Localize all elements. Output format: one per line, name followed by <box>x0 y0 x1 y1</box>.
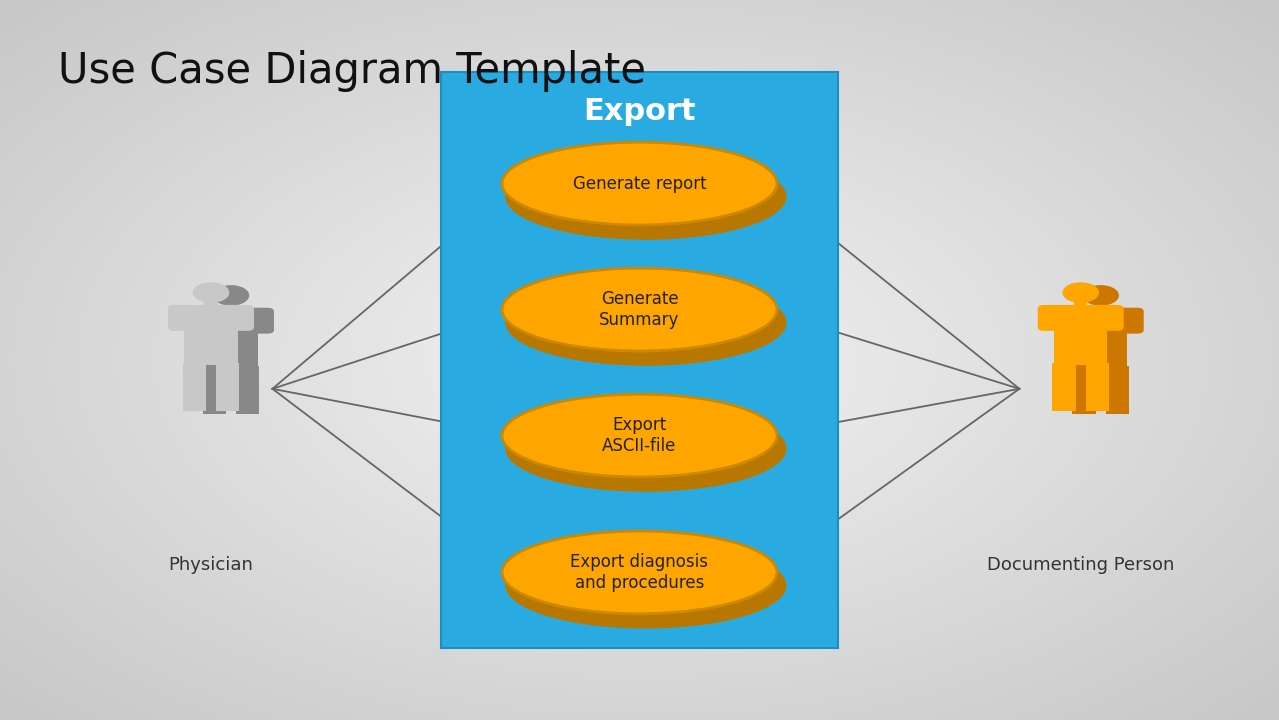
Ellipse shape <box>505 542 787 629</box>
FancyBboxPatch shape <box>1086 363 1109 412</box>
FancyBboxPatch shape <box>1037 305 1124 331</box>
FancyBboxPatch shape <box>1074 328 1127 367</box>
Ellipse shape <box>505 153 787 240</box>
Ellipse shape <box>505 405 787 492</box>
FancyBboxPatch shape <box>188 307 274 333</box>
Ellipse shape <box>501 531 778 613</box>
Text: Use Case Diagram Template: Use Case Diagram Template <box>58 50 646 92</box>
Ellipse shape <box>501 269 778 351</box>
FancyBboxPatch shape <box>202 366 226 414</box>
Text: Generate
Summary: Generate Summary <box>600 290 679 329</box>
FancyBboxPatch shape <box>1074 292 1087 311</box>
FancyBboxPatch shape <box>1094 295 1108 314</box>
FancyBboxPatch shape <box>441 72 838 648</box>
FancyBboxPatch shape <box>1054 325 1108 364</box>
FancyBboxPatch shape <box>235 366 260 414</box>
Ellipse shape <box>1063 282 1099 303</box>
FancyBboxPatch shape <box>183 363 206 412</box>
FancyBboxPatch shape <box>168 305 255 331</box>
Ellipse shape <box>1082 285 1119 306</box>
FancyBboxPatch shape <box>1072 366 1096 414</box>
Ellipse shape <box>505 279 787 366</box>
FancyBboxPatch shape <box>1058 307 1143 333</box>
FancyBboxPatch shape <box>205 292 217 311</box>
Text: Documenting Person: Documenting Person <box>987 556 1174 575</box>
FancyBboxPatch shape <box>184 325 238 364</box>
Text: Export
ASCII-file: Export ASCII-file <box>602 416 677 455</box>
Ellipse shape <box>501 143 778 225</box>
Text: Export diagnosis
and procedures: Export diagnosis and procedures <box>570 553 709 592</box>
Ellipse shape <box>193 282 229 303</box>
Text: Export: Export <box>583 97 696 126</box>
FancyBboxPatch shape <box>216 363 239 412</box>
Ellipse shape <box>212 285 249 306</box>
Text: Generate report: Generate report <box>573 175 706 192</box>
Ellipse shape <box>501 395 778 477</box>
Text: Physician: Physician <box>169 556 253 575</box>
FancyBboxPatch shape <box>205 328 257 367</box>
FancyBboxPatch shape <box>1053 363 1076 412</box>
FancyBboxPatch shape <box>224 295 238 314</box>
FancyBboxPatch shape <box>1105 366 1129 414</box>
